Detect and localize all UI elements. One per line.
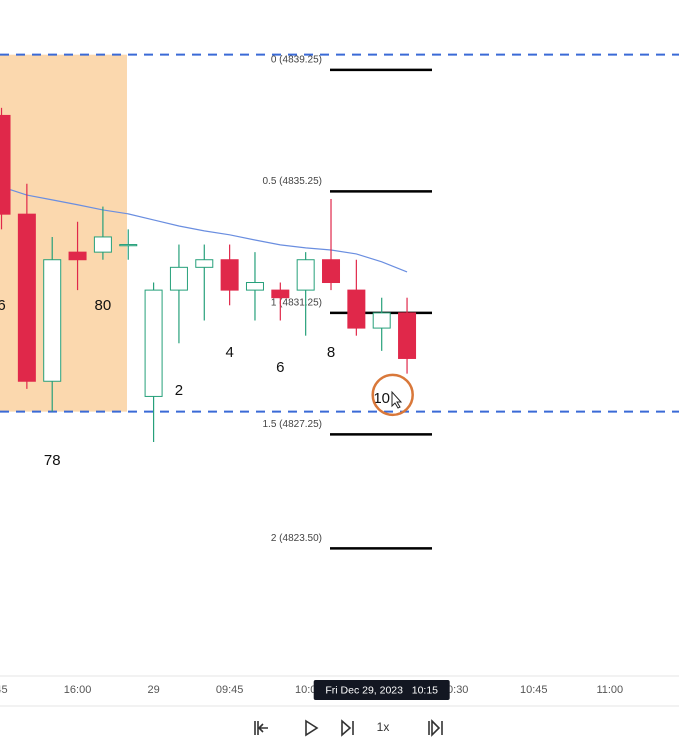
candle-body xyxy=(398,312,417,359)
candle-body xyxy=(0,114,11,215)
candle-body xyxy=(144,289,163,397)
moving-average xyxy=(1,186,408,273)
candle-body xyxy=(322,259,341,284)
candle-body xyxy=(296,259,315,291)
candle-body xyxy=(195,259,214,268)
step-button[interactable] xyxy=(341,719,354,737)
fib-label: 1 (4831.25) xyxy=(271,298,322,309)
candle-body xyxy=(93,236,112,253)
x-tick-label: 09:45 xyxy=(216,684,244,696)
jump-start-button[interactable] xyxy=(254,721,268,735)
bar-count-label: 6 xyxy=(0,297,6,314)
candle-body xyxy=(119,244,138,247)
candle-body xyxy=(43,259,62,382)
play-button[interactable] xyxy=(305,719,319,737)
fib-label: 2 (4823.50) xyxy=(271,533,322,544)
candle-body xyxy=(220,259,239,291)
x-tick-label: 16:00 xyxy=(64,684,92,696)
bar-count-label: 6 xyxy=(276,359,284,376)
candle-body xyxy=(271,289,290,299)
crosshair-label-bg xyxy=(313,680,450,700)
fib-label: 0.5 (4835.25) xyxy=(263,176,323,187)
bar-count-label: 78 xyxy=(44,452,61,469)
candle-body xyxy=(68,251,87,261)
speed-button[interactable]: 1x xyxy=(377,720,390,734)
candle-body xyxy=(17,213,36,382)
bar-count-label: 2 xyxy=(175,382,183,399)
x-tick-label: 29 xyxy=(147,684,159,696)
x-tick-label: 45 xyxy=(0,684,8,696)
x-tick-label: 10:45 xyxy=(520,684,548,696)
cursor xyxy=(391,390,403,409)
jump-end-button[interactable] xyxy=(428,719,443,737)
fib-label: 1.5 (4827.25) xyxy=(263,419,323,430)
bar-count-label: 8 xyxy=(327,344,335,361)
crosshair-label: Fri Dec 29, 2023 10:15 xyxy=(325,684,438,696)
plot-area: 0 (4839.25) 0.5 (4835.25) 1 (4831.25) 1.5 (… xyxy=(0,53,679,550)
candle-body xyxy=(347,289,366,329)
replay-toolbar: 1x xyxy=(254,719,443,737)
bar-count-label: 4 xyxy=(225,344,233,361)
fib-label: 0 (4839.25) xyxy=(271,55,322,66)
highlight-circle xyxy=(371,373,414,417)
bar-count-label: 10 xyxy=(373,390,390,407)
candle-body xyxy=(169,266,188,291)
candle-body xyxy=(245,282,264,291)
bar-count-label: 80 xyxy=(95,297,112,314)
x-tick-label: 0:30 xyxy=(447,684,468,696)
x-tick-label: 10:0 xyxy=(295,684,316,696)
x-tick-label: 11:00 xyxy=(596,684,623,696)
candle-body xyxy=(372,312,391,329)
